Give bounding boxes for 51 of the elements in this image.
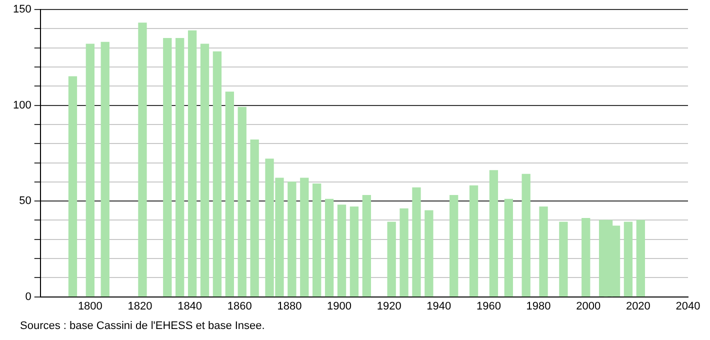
x-tick-label: 1840 xyxy=(178,300,202,312)
bar xyxy=(163,38,172,297)
x-tick-label: 1860 xyxy=(227,300,252,312)
bar xyxy=(86,44,94,297)
x-tick-label: 1900 xyxy=(327,300,352,312)
y-tick-label: 0 xyxy=(25,290,32,303)
bar xyxy=(200,44,210,297)
bar xyxy=(539,206,548,297)
y-tick-label: 50 xyxy=(19,195,32,208)
bar xyxy=(522,174,530,297)
bar xyxy=(636,220,645,297)
bar xyxy=(100,42,110,297)
bar xyxy=(250,139,259,297)
bar xyxy=(469,185,478,297)
bar xyxy=(400,208,408,297)
bar xyxy=(489,170,498,297)
bar xyxy=(176,38,184,297)
bar xyxy=(387,222,396,297)
x-tick-label: 1820 xyxy=(128,300,152,312)
y-tick-label: 150 xyxy=(12,4,32,16)
bar xyxy=(504,198,513,297)
bar xyxy=(450,194,458,297)
bar xyxy=(288,182,296,297)
source-note: Sources : base Cassini de l'EHESS et base Insee. xyxy=(20,320,265,332)
bar xyxy=(300,178,309,297)
bar xyxy=(312,184,322,297)
bar xyxy=(68,76,78,297)
x-tick-label: 1960 xyxy=(476,300,501,312)
x-tick-label: 1980 xyxy=(526,300,551,312)
bar xyxy=(138,22,147,297)
x-tick-label: 2040 xyxy=(676,300,700,312)
bar xyxy=(225,92,234,297)
bar xyxy=(424,210,434,297)
x-tick-label: 1940 xyxy=(426,300,452,312)
bar xyxy=(350,206,359,297)
x-tick-label: 1800 xyxy=(78,300,102,312)
bar xyxy=(362,194,371,297)
bar xyxy=(582,218,590,297)
bar xyxy=(324,198,334,297)
x-tick-label: 2020 xyxy=(626,300,650,312)
bar xyxy=(238,106,246,297)
x-tick-label: 1880 xyxy=(277,300,302,312)
x-tick-label: 2000 xyxy=(576,300,601,312)
y-tick-label: 100 xyxy=(12,99,32,112)
bar xyxy=(624,222,633,297)
bar xyxy=(412,187,421,297)
bar xyxy=(337,204,346,297)
bar xyxy=(188,30,197,297)
x-tick-label: 1920 xyxy=(376,300,402,312)
bar xyxy=(559,222,568,297)
bar xyxy=(212,51,222,297)
